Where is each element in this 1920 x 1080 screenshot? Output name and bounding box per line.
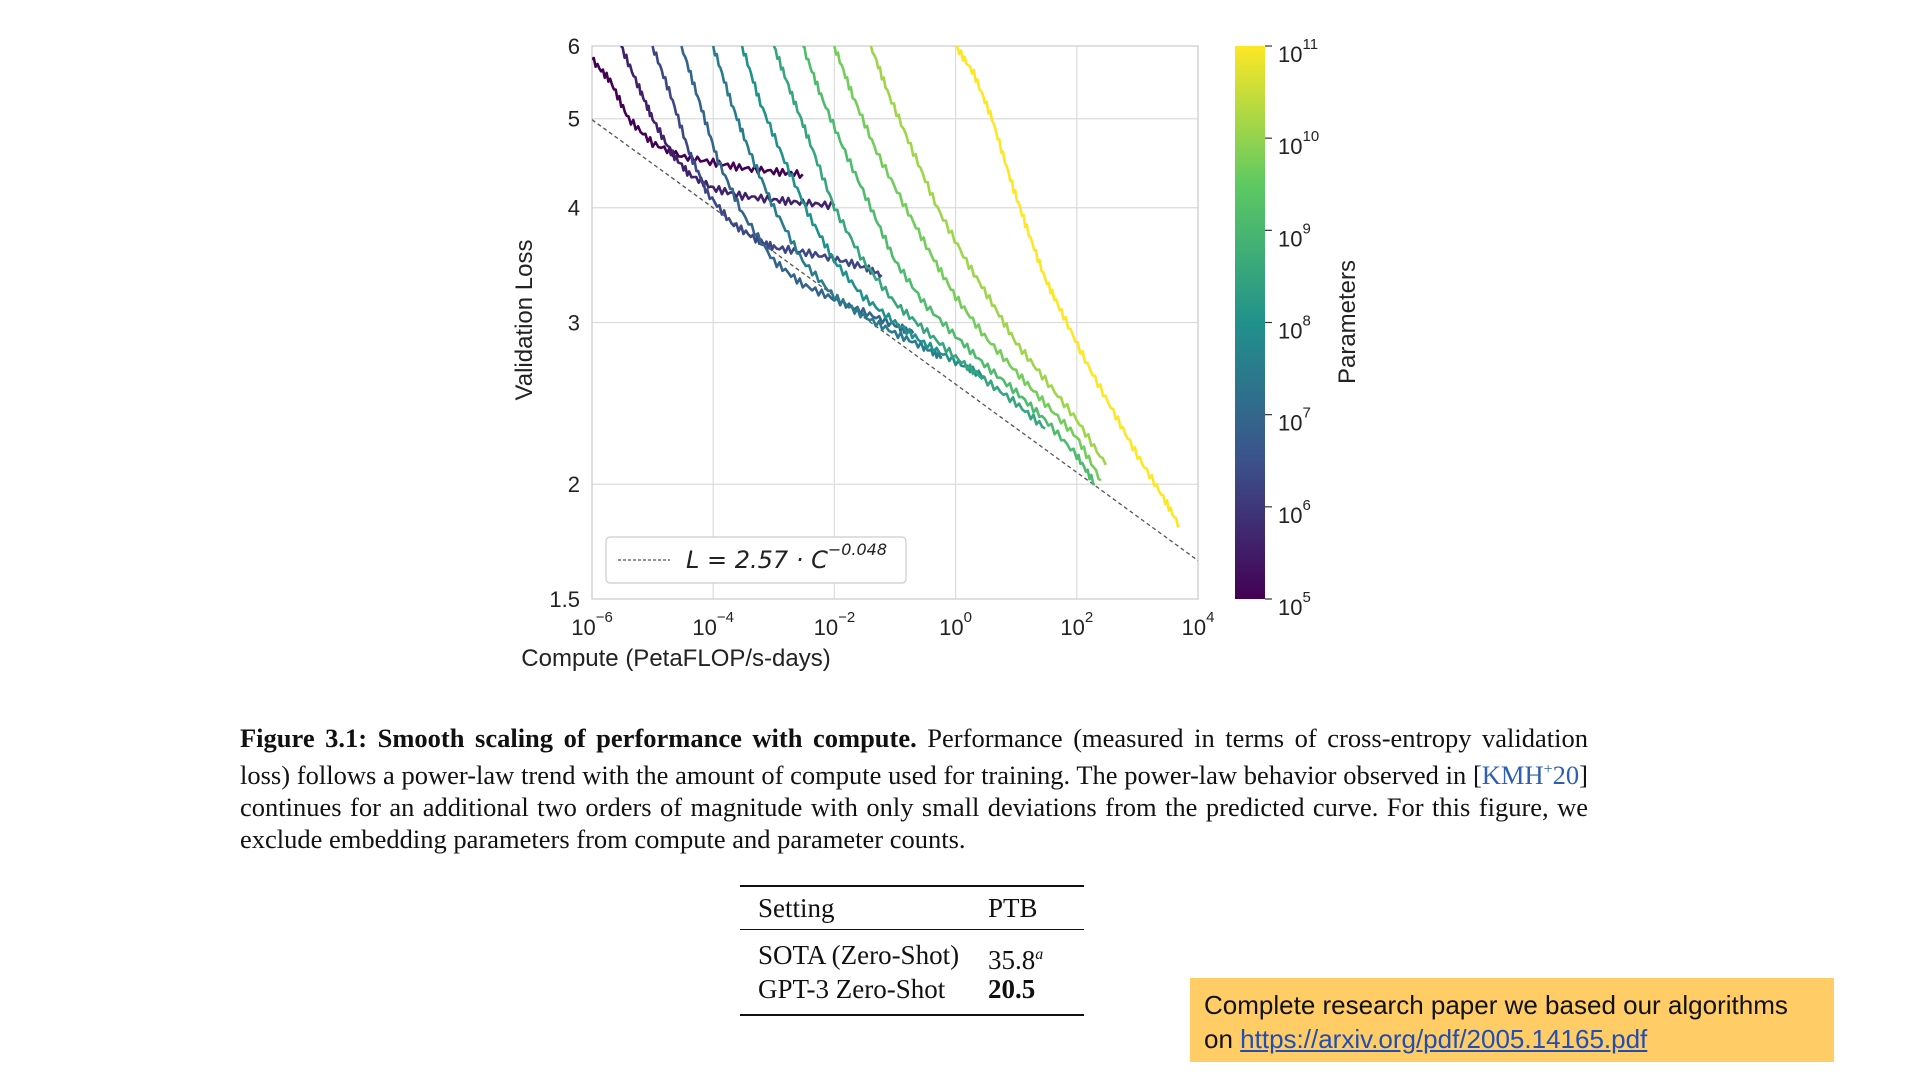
axis-ticks: 10−6 10−4 10−2 100 102 104 1.5 2 3 4 5 6 — [549, 34, 1214, 640]
series-line-model-11 — [954, 46, 1180, 528]
legend-label: L = 2.57 · C−0.048 — [686, 540, 887, 574]
caption-figure-label: Figure 3.1: Smooth scaling of performanc… — [240, 723, 917, 753]
y-axis-label: Validation Loss — [511, 240, 538, 401]
y-tick-label: 3 — [568, 311, 580, 336]
reference-note-text: Complete research paper we based our alg… — [1204, 990, 1788, 1054]
legend-box — [605, 536, 907, 584]
table-header-ptb: PTB — [988, 893, 1038, 923]
colorbar — [1235, 46, 1265, 599]
series-lines — [592, 46, 1198, 562]
x-tick-label: 10−4 — [692, 609, 734, 640]
table-cell-value: 35.8a — [988, 945, 1044, 975]
colorbar-tick-label: 109 — [1278, 220, 1311, 251]
reference-note: Complete research paper we based our alg… — [1190, 978, 1834, 1062]
table-cell-setting: SOTA (Zero-Shot) — [758, 940, 960, 970]
x-tick-label: 100 — [939, 609, 972, 640]
paper-link[interactable]: https://arxiv.org/pdf/2005.14165.pdf — [1240, 1024, 1648, 1054]
series-line-model-4 — [680, 46, 915, 334]
caption-text-1: Performance (measured in terms of cross-… — [240, 723, 1588, 790]
legend: L = 2.57 · C−0.048 — [605, 536, 907, 584]
caption-text-2: ] continues for an additional two orders… — [240, 759, 1588, 854]
series-line-model-3 — [651, 46, 883, 279]
y-tick-label: 6 — [568, 34, 580, 59]
series-line-model-8 — [801, 46, 1096, 486]
series-line-model-9 — [833, 46, 1102, 482]
table-header-row: Setting PTB — [740, 887, 1084, 930]
y-tick-label: 2 — [568, 472, 580, 497]
x-tick-label: 10−6 — [571, 609, 613, 640]
x-tick-label: 102 — [1060, 609, 1093, 640]
x-axis-label: Compute (PetaFLOP/s-days) — [521, 645, 830, 672]
colorbar-tick-label: 108 — [1278, 313, 1311, 344]
series-line-model-1 — [592, 56, 804, 179]
citation-link[interactable]: KMH+20 — [1481, 759, 1580, 790]
series-line-model-10 — [869, 46, 1107, 466]
colorbar-label: Parameters — [1334, 260, 1361, 384]
colorbar-tick-label: 1011 — [1278, 36, 1318, 67]
colorbar-tick-label: 106 — [1278, 497, 1311, 528]
colorbar-ticks: 105 106 107 108 109 1010 1011 — [1265, 36, 1319, 620]
y-tick-label: 4 — [568, 196, 580, 221]
x-tick-label: 10−2 — [814, 609, 856, 640]
colorbar-tick-label: 1010 — [1278, 128, 1319, 159]
scaling-chart: 10−6 10−4 10−2 100 102 104 1.5 2 3 4 5 6 L = 2.57 ·… — [511, 34, 1361, 672]
colorbar-tick-label: 105 — [1278, 589, 1311, 620]
colorbar-tick-label: 107 — [1278, 405, 1311, 436]
table-cell-setting: GPT-3 Zero-Shot — [758, 974, 946, 1004]
series-line-model-6 — [740, 46, 985, 378]
y-tick-label: 1.5 — [549, 587, 580, 612]
table-header-setting: Setting — [758, 893, 835, 923]
trend-line — [592, 119, 1198, 562]
series-line-model-5 — [711, 46, 943, 360]
table-row: GPT-3 Zero-Shot 20.5 — [740, 972, 1084, 1006]
y-tick-label: 5 — [568, 107, 580, 132]
figure-caption: Figure 3.1: Smooth scaling of performanc… — [240, 722, 1588, 855]
plot-frame — [591, 45, 1199, 600]
table-cell-value: 20.5 — [988, 974, 1036, 1004]
x-tick-label: 104 — [1182, 609, 1215, 640]
ptb-table: Setting PTB SOTA (Zero-Shot) 35.8a GPT-3… — [740, 885, 1084, 1016]
series-line-model-7 — [772, 46, 1046, 430]
table-row: SOTA (Zero-Shot) 35.8a — [740, 938, 1084, 975]
